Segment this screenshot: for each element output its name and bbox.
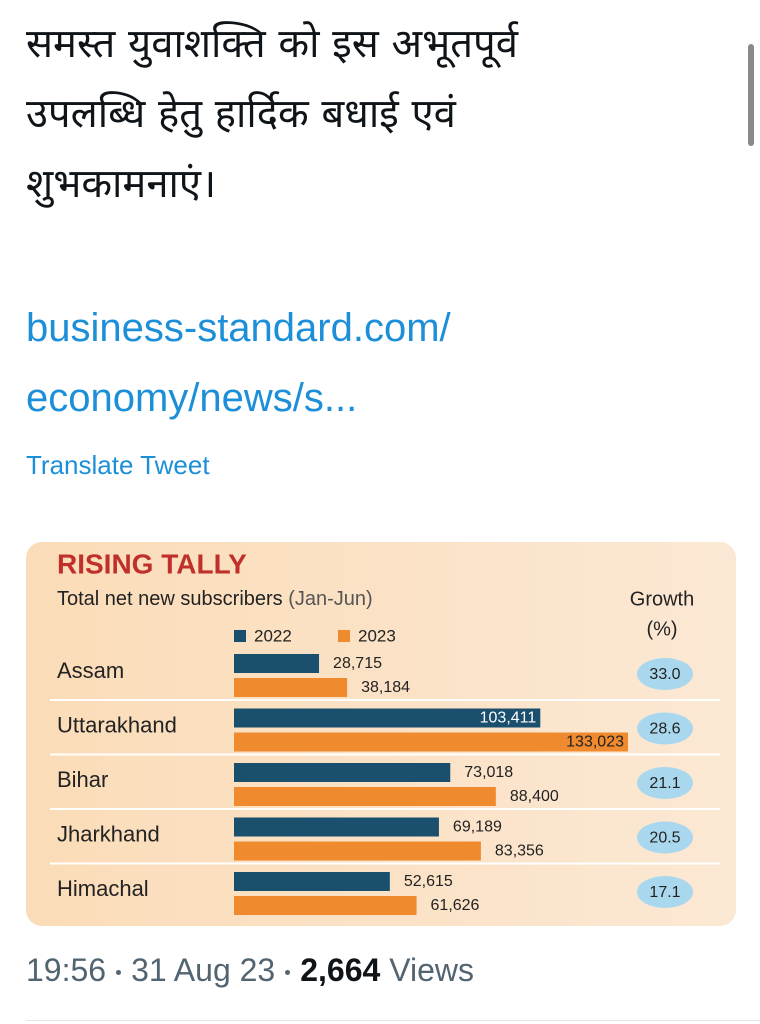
bar <box>234 896 417 915</box>
bar <box>234 817 439 837</box>
time: 19:56 <box>26 952 107 988</box>
subtitle: Total net new subscribers <box>57 588 283 610</box>
growth-label: 33.0 <box>649 666 680 683</box>
growth-label: 21.1 <box>649 775 680 792</box>
translate-link[interactable]: Translate Tweet <box>26 450 210 480</box>
tweet-text: शुभकामनाएं। <box>26 161 217 207</box>
value-label: 88,400 <box>510 788 559 805</box>
value-label: 61,626 <box>431 897 480 914</box>
bar <box>234 732 628 752</box>
views-count: 2,664 <box>300 952 381 988</box>
value-label: 28,715 <box>333 655 382 672</box>
bar <box>234 763 451 782</box>
growth-badge <box>637 767 693 799</box>
value-label: 38,184 <box>361 679 410 696</box>
separator <box>116 970 122 976</box>
chart-title: RISING TALLY <box>57 548 247 579</box>
growth-badge <box>637 658 693 690</box>
legend-label: 2022 <box>254 626 292 645</box>
value-label: 133,023 <box>566 734 624 751</box>
legend-swatch <box>338 630 350 642</box>
bar <box>234 708 541 728</box>
category-label: Himachal <box>57 876 149 901</box>
growth-label: 17.1 <box>649 884 680 901</box>
value-label: 69,189 <box>453 819 502 836</box>
separator <box>285 970 291 976</box>
chart-image[interactable]: RISING TALLY Total net new subscribers (… <box>0 0 760 940</box>
bar <box>234 841 481 861</box>
tweet-text: उपलब्धि हेतु हार्दिक बधाई एवं <box>26 91 456 137</box>
bar <box>234 787 496 806</box>
chart-subtitle: Total net new subscribers (Jan-Jun) <box>57 588 373 610</box>
value-label: 73,018 <box>464 764 513 781</box>
views-label: Views <box>389 952 474 988</box>
bar <box>234 678 348 697</box>
category-label: Assam <box>57 658 124 683</box>
growth-header: Growth <box>630 588 694 610</box>
value-label: 83,356 <box>495 843 544 860</box>
growth-badge <box>637 821 693 854</box>
growth-label: 20.5 <box>649 830 680 847</box>
divider <box>26 1020 760 1021</box>
category-label: Bihar <box>57 767 108 792</box>
legend-label: 2023 <box>358 626 396 645</box>
tweet-meta: 19:56 31 Aug 23 2,664 Views <box>26 952 474 989</box>
growth-unit: (%) <box>646 618 677 640</box>
scrollbar <box>748 44 754 146</box>
category-label: Uttarakhand <box>57 712 177 737</box>
bar <box>234 654 320 673</box>
date: 31 Aug 23 <box>131 952 276 988</box>
value-label: 52,615 <box>404 873 453 890</box>
bar <box>234 872 390 891</box>
tweet-text: समस्त युवाशक्ति को इस अभूतपूर्व <box>26 21 518 67</box>
subtitle-period: (Jan-Jun) <box>288 588 372 610</box>
link[interactable]: economy/news/s... <box>26 376 358 420</box>
growth-label: 28.6 <box>649 721 680 738</box>
legend-swatch <box>234 630 246 642</box>
value-label: 103,411 <box>480 710 537 727</box>
growth-badge <box>637 712 693 745</box>
link[interactable]: business-standard.com/ <box>26 306 451 350</box>
category-label: Jharkhand <box>57 821 160 846</box>
growth-badge <box>637 876 693 908</box>
